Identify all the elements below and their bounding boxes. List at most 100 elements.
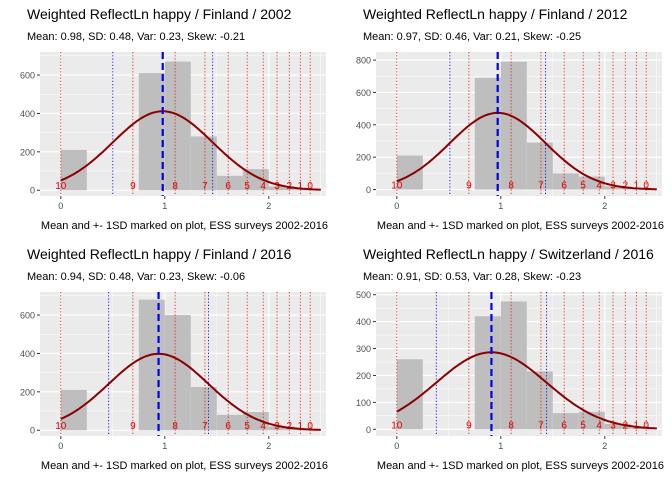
chart-caption: Mean and +- 1SD marked on plot, ESS surv… [376,220,664,232]
x-tick-label: 0 [58,441,63,451]
x-tick-label: 2 [266,201,271,211]
y-tick-label: 400 [20,349,35,359]
value-label: 1 [634,420,640,431]
y-tick-label: 100 [356,398,371,408]
value-label: 6 [225,181,231,192]
y-tick-label: 0 [366,425,371,435]
y-tick-label: 600 [20,71,35,81]
value-label: 10 [391,181,403,192]
histogram-bar [396,359,423,430]
value-label: 9 [130,421,136,432]
value-label: 3 [610,420,616,431]
y-tick-label: 600 [356,88,371,98]
histogram-bar [552,413,579,430]
value-label: 4 [596,181,602,192]
histogram-bar [604,423,631,430]
chart-caption: Mean and +- 1SD marked on plot, ESS surv… [40,460,328,472]
density-curve [60,352,321,431]
histogram-bar [216,175,243,191]
x-tick-label: 1 [498,441,503,451]
chart-subtitle: Mean: 0.97, SD: 0.46, Var: 0.21, Skew: -… [363,31,582,43]
y-tick-label: 600 [20,311,35,321]
value-label: 9 [466,420,472,431]
value-label: 8 [172,181,178,192]
x-tick-label: 0 [394,441,399,451]
histogram-bar [138,299,165,431]
y-tick-label: 400 [356,120,371,130]
histogram-bar [60,389,87,431]
y-tick-label: 0 [30,426,35,436]
chart-panel-switzerland-2016: 0 100 200 300 400 500 0 1 2 10 9 8 7 6 5 4 3 2 1 0 Weighted… [336,240,672,480]
histogram-bar [578,411,605,430]
y-tick-label: 200 [356,153,371,163]
value-label: 10 [55,421,67,432]
density-curve [396,111,657,191]
density-curve [396,351,657,430]
y-tick-label: 500 [356,290,371,300]
value-label: 2 [623,181,629,192]
y-tick-label: 200 [20,387,35,397]
histogram-bar [500,301,527,430]
value-label: 6 [561,181,567,192]
value-label: 4 [260,421,266,432]
value-label: 9 [466,181,472,192]
chart-caption: Mean and +- 1SD marked on plot, ESS surv… [376,460,664,472]
value-label: 10 [55,181,67,192]
value-label: 0 [643,420,649,431]
histogram-bar [474,316,501,430]
value-label: 4 [260,181,266,192]
value-label: 8 [508,181,514,192]
density-curve [60,110,321,191]
chart-panel-finland-2016: 0 200 400 600 0 1 2 10 9 8 7 6 5 4 3 2 1 0 Weighted Refle… [0,240,336,480]
value-label: 7 [202,421,208,432]
histogram-bar [242,169,269,191]
histogram-bar [60,149,87,191]
chart-subtitle: Mean: 0.91, SD: 0.53, Var: 0.28, Skew: -… [363,271,582,283]
value-label: 1 [298,181,304,192]
histogram-bar [190,387,217,431]
chart-panel-finland-2002: 0 200 400 600 0 1 2 10 9 8 7 6 5 4 3 2 1 0 Weighted Refle… [0,0,336,240]
histogram-bar [164,61,191,191]
x-tick-label: 0 [394,201,399,211]
histogram-bar [500,61,527,190]
histogram-bar [604,186,631,190]
chart-title: Weighted ReflectLn happy / Finland / 201… [27,246,292,262]
value-label: 6 [561,420,567,431]
value-label: 5 [580,181,586,192]
chart-title: Weighted ReflectLn happy / Finland / 200… [27,6,292,22]
x-tick-label: 1 [162,441,167,451]
histogram-bar [268,426,295,431]
value-label: 0 [307,421,313,432]
histogram-bar [138,73,165,191]
value-label: 4 [596,420,602,431]
value-label: 8 [508,420,514,431]
x-tick-label: 0 [58,201,63,211]
histogram-bar [474,77,501,190]
histogram-bar [164,315,191,431]
value-label: 1 [634,181,640,192]
x-tick-label: 1 [162,201,167,211]
value-label: 6 [225,421,231,432]
value-label: 5 [244,421,250,432]
x-tick-label: 1 [498,201,503,211]
chart-panel-finland-2012: 0 200 400 600 800 0 1 2 10 9 8 7 6 5 4 3 2 1 0 Weighted Re… [336,0,672,240]
value-label: 2 [287,421,293,432]
value-label: 7 [538,181,544,192]
value-label: 0 [643,181,649,192]
value-label: 5 [244,181,250,192]
value-label: 5 [580,420,586,431]
histogram-bar [578,176,605,190]
chart-subtitle: Mean: 0.98, SD: 0.48, Var: 0.23, Skew: -… [27,31,246,43]
x-tick-label: 2 [266,441,271,451]
histogram-bar [526,142,553,190]
histogram-bar [552,173,579,190]
value-label: 0 [307,181,313,192]
y-tick-label: 200 [20,147,35,157]
chart-subtitle: Mean: 0.94, SD: 0.48, Var: 0.23, Skew: -… [27,271,246,283]
value-label: 7 [538,420,544,431]
y-tick-label: 200 [356,371,371,381]
value-label: 8 [172,421,178,432]
